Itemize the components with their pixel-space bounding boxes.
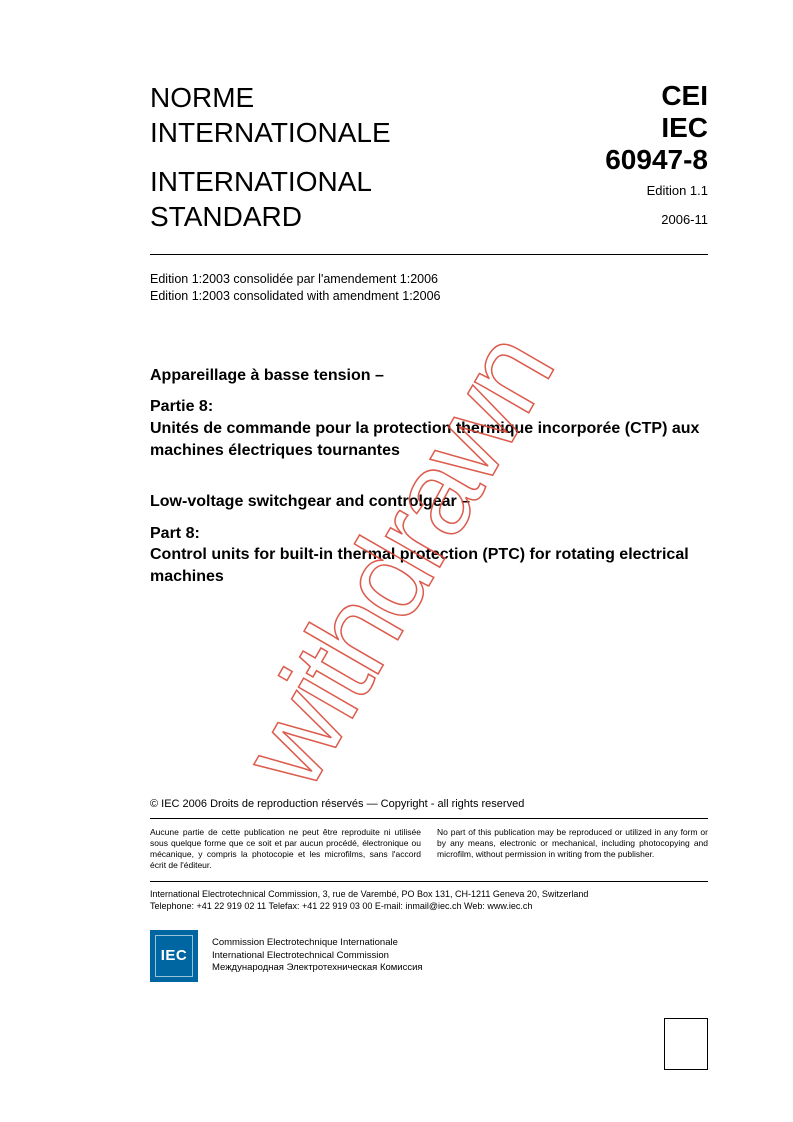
title-international: INTERNATIONAL xyxy=(150,164,391,199)
title-english-group: Low-voltage switchgear and controlgear –… xyxy=(150,491,708,587)
legal-en: No part of this publication may be repro… xyxy=(437,827,708,871)
title-en-part-text: Control units for built-in thermal prote… xyxy=(150,544,708,587)
title-en-main: Low-voltage switchgear and controlgear – xyxy=(150,491,708,513)
header-row: NORME INTERNATIONALE INTERNATIONAL STAND… xyxy=(150,80,708,234)
consolidation-note: Edition 1:2003 consolidée par l'amendeme… xyxy=(150,271,708,305)
commission-names: Commission Electrotechnique Internationa… xyxy=(212,937,423,975)
publication-date: 2006-11 xyxy=(605,212,708,227)
iec-logo: IEC xyxy=(150,930,198,982)
edition-label: Edition 1.1 xyxy=(605,183,708,198)
footer-row: IEC Commission Electrotechnique Internat… xyxy=(150,930,708,982)
standard-cover-page: NORME INTERNATIONALE INTERNATIONAL STAND… xyxy=(0,0,793,1122)
title-french-group: Appareillage à basse tension – Partie 8:… xyxy=(150,365,708,461)
spacer xyxy=(150,618,708,798)
title-fr-main: Appareillage à basse tension – xyxy=(150,365,708,387)
commission-ru: Международная Электротехническая Комисси… xyxy=(212,962,423,975)
title-internationale: INTERNATIONALE xyxy=(150,115,391,150)
standard-number: 60947-8 xyxy=(605,144,708,176)
divider-legal-bottom xyxy=(150,881,708,882)
legal-fr: Aucune partie de cette publication ne pe… xyxy=(150,827,421,871)
org-iec: IEC xyxy=(605,112,708,144)
divider-top xyxy=(150,254,708,255)
address-line2: Telephone: +41 22 919 02 11 Telefax: +41… xyxy=(150,900,708,912)
legal-notice: Aucune partie de cette publication ne pe… xyxy=(150,827,708,871)
divider-legal-top xyxy=(150,818,708,819)
iec-logo-text: IEC xyxy=(161,947,188,964)
price-code-box xyxy=(664,1018,708,1070)
consolidation-en: Edition 1:2003 consolidated with amendme… xyxy=(150,288,708,305)
title-en-part-label: Part 8: xyxy=(150,523,708,545)
title-standard: STANDARD xyxy=(150,199,391,234)
publisher-address: International Electrotechnical Commissio… xyxy=(150,888,708,912)
consolidation-fr: Edition 1:2003 consolidée par l'amendeme… xyxy=(150,271,708,288)
title-norme: NORME xyxy=(150,80,391,115)
standard-code-block: CEI IEC 60947-8 Edition 1.1 2006-11 xyxy=(605,80,708,227)
title-fr-part-text: Unités de commande pour la protection th… xyxy=(150,418,708,461)
document-type-titles: NORME INTERNATIONALE INTERNATIONAL STAND… xyxy=(150,80,391,234)
address-line1: International Electrotechnical Commissio… xyxy=(150,888,708,900)
commission-fr: Commission Electrotechnique Internationa… xyxy=(212,937,423,950)
org-cei: CEI xyxy=(605,80,708,112)
standard-titles: Appareillage à basse tension – Partie 8:… xyxy=(150,365,708,588)
copyright-line: © IEC 2006 Droits de reproduction réserv… xyxy=(150,798,708,810)
commission-en: International Electrotechnical Commissio… xyxy=(212,950,423,963)
title-fr-part-label: Partie 8: xyxy=(150,396,708,418)
